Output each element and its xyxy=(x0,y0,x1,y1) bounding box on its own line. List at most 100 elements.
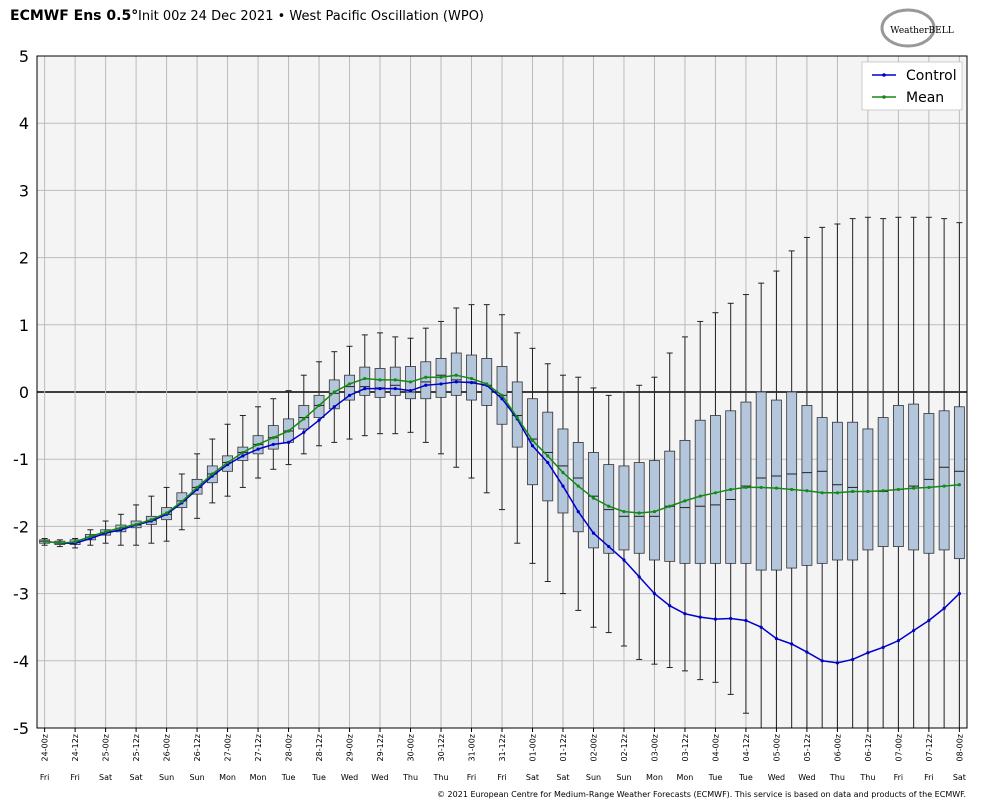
point xyxy=(378,378,382,382)
point xyxy=(58,541,62,545)
logo-swirl xyxy=(880,8,936,48)
day-label: Fri xyxy=(497,773,507,782)
legend-box xyxy=(861,61,963,111)
point xyxy=(744,485,748,490)
point xyxy=(591,531,596,535)
point xyxy=(378,387,382,391)
point xyxy=(195,485,199,490)
point xyxy=(576,510,580,514)
box xyxy=(938,410,950,551)
point xyxy=(942,606,946,610)
point xyxy=(119,526,123,530)
box xyxy=(633,462,645,554)
x-tick-label: 02-00z xyxy=(589,734,598,761)
point xyxy=(942,484,946,488)
day-label: Wed xyxy=(371,773,388,782)
point xyxy=(896,487,900,492)
day-label: Mon xyxy=(677,773,694,782)
box xyxy=(862,428,874,551)
point xyxy=(576,484,580,488)
point xyxy=(43,539,47,543)
point xyxy=(134,522,138,526)
point xyxy=(302,430,306,434)
x-tick-label: 05-00z xyxy=(772,734,781,761)
point xyxy=(302,417,306,421)
box xyxy=(740,401,752,564)
point xyxy=(424,375,428,379)
y-tick-label: 5 xyxy=(19,47,29,66)
day-label: Thu xyxy=(859,773,875,782)
point xyxy=(408,380,413,384)
x-tick-label: 25-12z xyxy=(132,734,141,761)
day-label: Sat xyxy=(526,773,539,782)
point xyxy=(500,397,504,401)
point xyxy=(210,472,214,476)
point xyxy=(713,491,718,495)
point xyxy=(866,489,870,494)
day-label: Thu xyxy=(829,773,845,782)
day-label: Sat xyxy=(953,773,966,782)
box xyxy=(725,410,737,564)
point xyxy=(561,484,565,488)
point xyxy=(393,378,397,382)
point xyxy=(729,616,733,621)
day-label: Sun xyxy=(586,773,601,782)
x-tick-label: 04-12z xyxy=(742,734,751,761)
box xyxy=(694,419,706,564)
point xyxy=(469,380,474,385)
point xyxy=(652,592,657,596)
point xyxy=(500,393,504,397)
point xyxy=(607,544,611,549)
point xyxy=(515,415,519,420)
x-tick-label: 01-12z xyxy=(559,734,568,761)
point xyxy=(256,447,260,451)
legend-swatch-point xyxy=(882,95,886,99)
point xyxy=(104,530,108,534)
point xyxy=(439,382,443,386)
chart-title: ECMWF Ens 0.5° xyxy=(10,8,138,24)
y-tick-label: 1 xyxy=(19,316,29,335)
day-label: Wed xyxy=(341,773,358,782)
point xyxy=(256,442,260,447)
point xyxy=(332,405,336,409)
day-label: Tue xyxy=(311,773,326,782)
y-tick-label: -3 xyxy=(13,585,29,604)
box xyxy=(953,406,965,560)
day-label: Fri xyxy=(70,773,80,782)
point xyxy=(225,460,230,465)
box xyxy=(771,399,782,571)
point xyxy=(454,373,458,377)
point xyxy=(835,491,840,495)
x-tick-label: 30-00z xyxy=(407,734,416,761)
point xyxy=(530,438,535,442)
point xyxy=(363,376,367,381)
y-tick-label: 3 xyxy=(19,181,29,200)
point xyxy=(485,382,489,386)
point xyxy=(637,575,641,579)
box xyxy=(344,374,355,401)
point xyxy=(668,504,672,508)
x-tick-label: 02-12z xyxy=(620,734,629,761)
x-tick-label: 03-12z xyxy=(681,734,690,761)
point xyxy=(927,485,931,490)
box xyxy=(877,417,889,547)
day-label: Tue xyxy=(281,773,296,782)
x-tick-label: 06-12z xyxy=(864,734,873,761)
point xyxy=(241,454,245,458)
day-label: Mon xyxy=(250,773,267,782)
point xyxy=(241,450,245,455)
point xyxy=(668,604,672,608)
box xyxy=(892,405,904,547)
marks xyxy=(39,216,965,728)
day-label: Mon xyxy=(219,773,236,782)
legend-label: Control xyxy=(906,68,957,84)
day-label: Wed xyxy=(768,773,785,782)
point xyxy=(805,489,809,493)
point xyxy=(683,612,687,616)
point xyxy=(363,387,367,391)
point xyxy=(149,518,153,522)
point xyxy=(271,442,275,447)
y-tick-label: -1 xyxy=(13,450,29,469)
